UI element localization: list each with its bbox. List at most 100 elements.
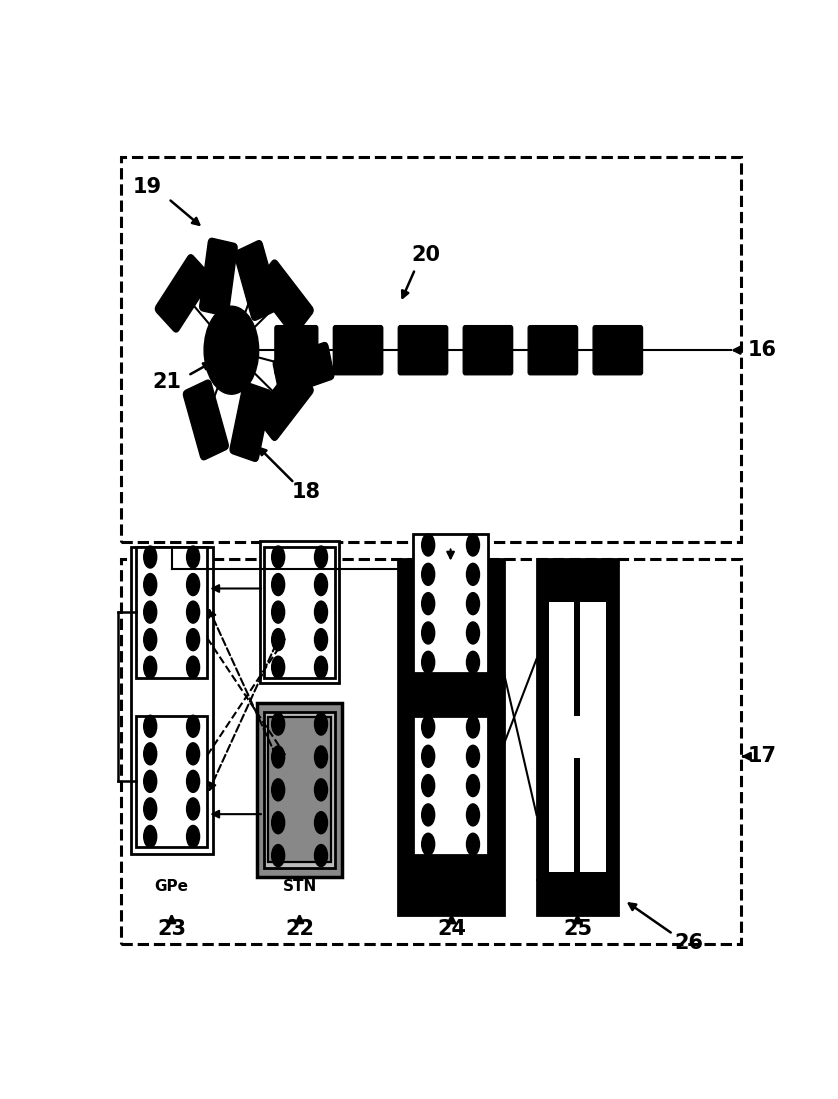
Ellipse shape <box>422 652 435 674</box>
Text: 20: 20 <box>411 245 441 265</box>
Ellipse shape <box>314 574 328 596</box>
Bar <box>136 715 207 847</box>
Text: 21: 21 <box>152 371 181 391</box>
Text: 16: 16 <box>747 341 777 360</box>
FancyBboxPatch shape <box>155 255 211 332</box>
Ellipse shape <box>272 601 285 623</box>
Ellipse shape <box>422 622 435 644</box>
FancyBboxPatch shape <box>256 365 313 441</box>
Text: Thalamus: Thalamus <box>536 879 619 895</box>
Bar <box>121 559 742 944</box>
Text: 26: 26 <box>675 933 704 953</box>
Ellipse shape <box>467 803 479 826</box>
Ellipse shape <box>422 803 435 826</box>
Ellipse shape <box>144 825 157 847</box>
Text: GPi: GPi <box>437 879 466 895</box>
Ellipse shape <box>314 746 328 768</box>
FancyBboxPatch shape <box>199 238 237 315</box>
Ellipse shape <box>467 534 479 556</box>
Ellipse shape <box>314 656 328 678</box>
Ellipse shape <box>467 592 479 614</box>
Ellipse shape <box>272 546 285 568</box>
Ellipse shape <box>314 779 328 801</box>
FancyBboxPatch shape <box>463 325 513 375</box>
Ellipse shape <box>272 779 285 801</box>
Bar <box>257 703 342 877</box>
FancyBboxPatch shape <box>398 325 447 375</box>
Bar <box>413 715 488 855</box>
Text: STN: STN <box>282 879 317 895</box>
Ellipse shape <box>467 564 479 586</box>
Ellipse shape <box>144 743 157 765</box>
Ellipse shape <box>272 844 285 867</box>
FancyBboxPatch shape <box>334 325 383 375</box>
Ellipse shape <box>422 775 435 797</box>
Ellipse shape <box>144 629 157 651</box>
Ellipse shape <box>422 833 435 855</box>
FancyBboxPatch shape <box>275 325 318 375</box>
Ellipse shape <box>144 656 157 678</box>
Ellipse shape <box>187 546 199 568</box>
Text: GPe: GPe <box>155 879 189 895</box>
Ellipse shape <box>187 656 199 678</box>
Bar <box>536 559 618 914</box>
Ellipse shape <box>422 592 435 614</box>
Bar <box>549 602 574 872</box>
FancyBboxPatch shape <box>256 260 313 335</box>
Text: 22: 22 <box>285 919 314 939</box>
Ellipse shape <box>467 715 479 737</box>
Text: 25: 25 <box>563 919 592 939</box>
Text: 24: 24 <box>437 919 466 939</box>
Ellipse shape <box>272 629 285 651</box>
Text: 18: 18 <box>292 482 321 502</box>
Ellipse shape <box>422 715 435 737</box>
Ellipse shape <box>314 812 328 834</box>
Bar <box>260 542 339 682</box>
Text: 23: 23 <box>158 919 186 939</box>
Ellipse shape <box>467 833 479 855</box>
Ellipse shape <box>144 715 157 737</box>
Ellipse shape <box>187 601 199 623</box>
Ellipse shape <box>272 812 285 834</box>
Ellipse shape <box>272 713 285 735</box>
Ellipse shape <box>272 746 285 768</box>
FancyBboxPatch shape <box>593 325 643 375</box>
Bar <box>131 546 213 854</box>
Ellipse shape <box>467 622 479 644</box>
Bar <box>549 715 606 758</box>
Bar <box>264 546 335 678</box>
Bar <box>581 602 606 872</box>
FancyBboxPatch shape <box>184 380 228 459</box>
Ellipse shape <box>314 601 328 623</box>
Ellipse shape <box>422 745 435 767</box>
Ellipse shape <box>187 715 199 737</box>
Ellipse shape <box>144 601 157 623</box>
Ellipse shape <box>467 745 479 767</box>
Ellipse shape <box>272 574 285 596</box>
Ellipse shape <box>187 574 199 596</box>
Bar <box>413 534 488 674</box>
Text: 17: 17 <box>747 746 777 766</box>
Ellipse shape <box>422 534 435 556</box>
Ellipse shape <box>144 546 157 568</box>
Ellipse shape <box>467 652 479 674</box>
Ellipse shape <box>314 546 328 568</box>
Ellipse shape <box>187 629 199 651</box>
FancyBboxPatch shape <box>230 382 272 462</box>
Ellipse shape <box>204 307 259 395</box>
Ellipse shape <box>187 770 199 792</box>
Ellipse shape <box>144 574 157 596</box>
Ellipse shape <box>422 564 435 586</box>
Ellipse shape <box>144 798 157 820</box>
Ellipse shape <box>314 844 328 867</box>
Ellipse shape <box>314 629 328 651</box>
Bar <box>136 546 207 678</box>
Ellipse shape <box>187 798 199 820</box>
Ellipse shape <box>314 713 328 735</box>
Ellipse shape <box>144 770 157 792</box>
Ellipse shape <box>187 743 199 765</box>
Bar <box>264 711 335 868</box>
Bar <box>398 559 504 914</box>
Bar <box>268 718 331 863</box>
FancyBboxPatch shape <box>235 241 279 320</box>
